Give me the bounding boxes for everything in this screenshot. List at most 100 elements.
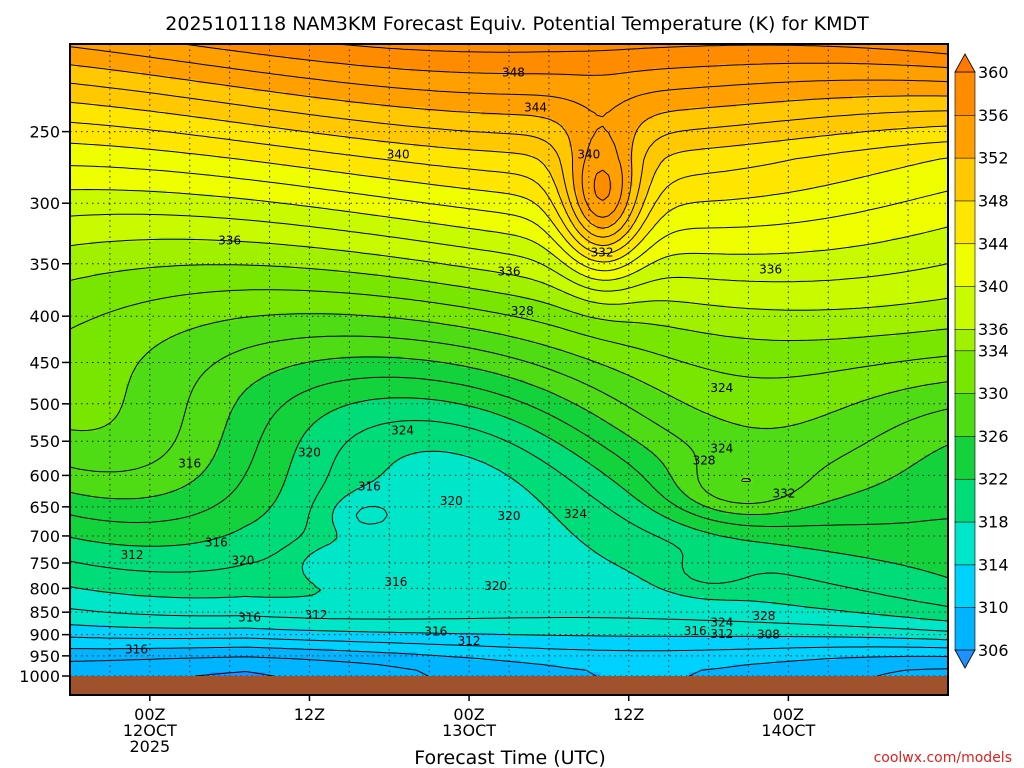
contour-fill-cell bbox=[70, 612, 881, 618]
contour-fill-cell bbox=[497, 466, 598, 472]
contour-fill-cell bbox=[317, 585, 658, 590]
contour-fill-cell bbox=[70, 442, 219, 448]
contour-fill-cell bbox=[568, 241, 594, 247]
contour-fill-cell bbox=[568, 134, 634, 140]
contour-fill-cell bbox=[70, 328, 187, 333]
contour-fill-cell bbox=[744, 474, 750, 480]
contour-fill-cell bbox=[608, 174, 634, 179]
contour-fill-cell bbox=[509, 474, 610, 480]
contour-fill-cell bbox=[70, 225, 466, 231]
contour-fill-cell bbox=[748, 474, 897, 480]
contour-fill-cell bbox=[353, 490, 530, 495]
contour-fill-cell bbox=[596, 415, 718, 420]
contour-fill-cell bbox=[556, 257, 590, 262]
contour-fill-cell bbox=[97, 589, 323, 594]
contour-fill-cell bbox=[848, 245, 948, 250]
contour-fill-cell bbox=[185, 328, 482, 333]
y-tick-label: 550 bbox=[29, 432, 60, 451]
contour-fill-cell bbox=[548, 344, 948, 349]
contour-fill-cell bbox=[493, 229, 562, 235]
contour-fill-cell bbox=[564, 209, 582, 215]
contour-fill-cell bbox=[341, 170, 550, 175]
contour-fill-cell bbox=[70, 652, 418, 657]
contour-fill-cell bbox=[664, 213, 948, 219]
contour-fill-cell bbox=[560, 521, 682, 527]
contour-fill-cell bbox=[684, 490, 857, 495]
contour-fill-cell bbox=[576, 225, 598, 231]
contour-fill-cell bbox=[337, 533, 578, 539]
contour-fill-cell bbox=[916, 63, 948, 69]
contour-fill-cell bbox=[596, 300, 634, 306]
contour-fill-cell bbox=[70, 624, 111, 630]
contour-fill-cell bbox=[912, 233, 948, 239]
contour-fill-cell bbox=[337, 537, 582, 543]
contour-fill-cell bbox=[680, 593, 948, 598]
contour-fill-cell bbox=[548, 166, 574, 171]
contour-fill-cell bbox=[664, 462, 913, 468]
contour-fill-cell bbox=[361, 399, 446, 405]
colorbar-tick-label: 336 bbox=[978, 320, 1009, 339]
contour-fill-cell bbox=[433, 320, 634, 326]
contour-fill-cell bbox=[612, 478, 674, 484]
contour-fill-cell bbox=[233, 403, 346, 408]
contour-label: 316 bbox=[238, 611, 261, 625]
contour-fill-cell bbox=[70, 482, 191, 487]
contour-label: 324 bbox=[391, 423, 414, 437]
contour-label: 328 bbox=[693, 454, 716, 468]
contour-fill-cell bbox=[293, 363, 462, 369]
contour-fill-cell bbox=[572, 178, 594, 183]
y-tick-label: 500 bbox=[29, 395, 60, 414]
contour-fill-cell bbox=[70, 363, 139, 369]
contour-fill-cell bbox=[493, 411, 594, 416]
x-tick-label: 12Z bbox=[294, 705, 325, 724]
contour-fill-cell bbox=[241, 391, 554, 397]
contour-fill-cell bbox=[856, 490, 948, 495]
colorbar-tick-label: 356 bbox=[978, 106, 1009, 125]
contour-fill-cell bbox=[528, 277, 594, 282]
contour-fill-cell bbox=[117, 269, 338, 274]
contour-fill-cell bbox=[129, 375, 263, 381]
contour-fill-cell bbox=[70, 186, 462, 191]
colorbar-tick-label: 326 bbox=[978, 427, 1009, 446]
contour-fill-cell bbox=[772, 600, 948, 606]
contour-fill-cell bbox=[688, 328, 937, 333]
contour-line-354 bbox=[70, 46, 948, 218]
contour-fill-cell bbox=[70, 115, 199, 120]
contour-fill-cell bbox=[70, 391, 127, 397]
contour-fill-cell bbox=[70, 273, 95, 278]
contour-label: 316 bbox=[684, 624, 707, 638]
contour-fill-cell bbox=[70, 241, 91, 247]
contour-fill-cell bbox=[70, 565, 303, 570]
y-tick-label: 1000 bbox=[19, 667, 60, 686]
contour-fill-cell bbox=[70, 427, 99, 432]
contour-fill-cell bbox=[213, 320, 434, 326]
contour-fill-cell bbox=[656, 387, 905, 393]
contour-fill-cell bbox=[229, 411, 331, 416]
contour-fill-cell bbox=[70, 44, 199, 49]
contour-fill-cell bbox=[297, 442, 562, 448]
contour-fill-cell bbox=[285, 474, 382, 480]
contour-fill-cell bbox=[552, 391, 666, 397]
contour-fill-cell bbox=[764, 194, 948, 199]
contour-fill-cell bbox=[624, 486, 682, 491]
contour-fill-cell bbox=[584, 213, 622, 219]
contour-fill-cell bbox=[648, 186, 813, 191]
contour-fill-cell bbox=[321, 545, 590, 551]
contour-fill-cell bbox=[70, 336, 171, 341]
contour-fill-cell bbox=[832, 498, 948, 503]
contour-fill-cell bbox=[70, 423, 107, 428]
contour-fill-cell bbox=[501, 332, 714, 337]
contour-fill-cell bbox=[377, 273, 514, 278]
contour-fill-cell bbox=[221, 439, 303, 444]
contour-fill-cell bbox=[497, 190, 558, 195]
contour-fill-cell bbox=[253, 123, 562, 128]
contour-fill-cell bbox=[908, 466, 948, 472]
contour-fill-cell bbox=[632, 300, 690, 306]
contour-fill-cell bbox=[644, 265, 948, 270]
contour-fill-cell bbox=[453, 450, 574, 456]
contour-fill-cell bbox=[632, 162, 662, 168]
contour-fill-cell bbox=[924, 383, 948, 389]
contour-fill-cell bbox=[70, 415, 115, 420]
contour-fill-cell bbox=[437, 281, 546, 286]
contour-fill-cell bbox=[125, 387, 247, 393]
